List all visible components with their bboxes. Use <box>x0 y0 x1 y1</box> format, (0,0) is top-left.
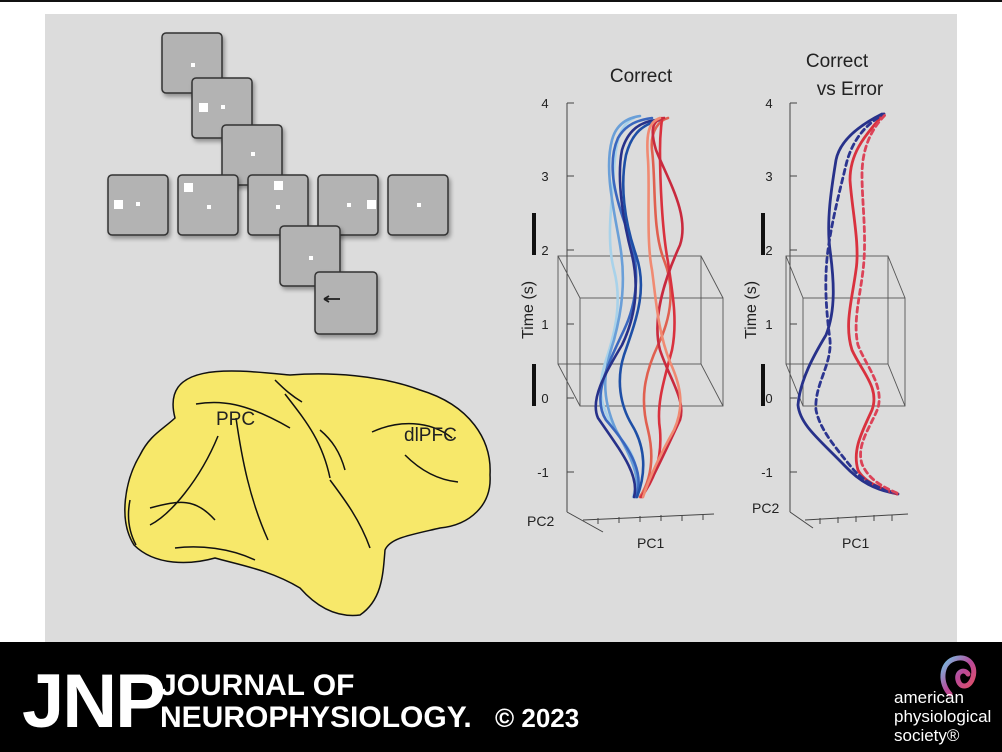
aps-loop-icon <box>940 655 977 697</box>
correct-red-trajectory <box>847 112 899 496</box>
test-marker <box>532 364 536 406</box>
ytick-0: 0 <box>765 391 772 406</box>
ylabel-time: Time (s) <box>520 281 537 339</box>
ytick-minus1: -1 <box>537 465 549 480</box>
ytick-2: 2 <box>541 243 548 258</box>
ytick-4: 4 <box>541 96 548 111</box>
plot-correct-vs-error: Correct vs Error 4 3 2 1 0 -1 Time (s) P… <box>743 51 909 551</box>
plot-title-correct: Correct <box>610 66 673 87</box>
brain-illustration: PPC dlPFC <box>124 370 491 617</box>
sample-marker <box>761 213 765 255</box>
saccade-screen <box>314 271 378 335</box>
correct-blue-trajectory <box>796 112 900 496</box>
xlabel-pc1: PC1 <box>637 535 664 551</box>
journal-footer: JNP JOURNAL OF NEUROPHYSIOLOGY. © 2023 <box>0 642 1002 752</box>
journal-name-line2: NEUROPHYSIOLOGY. <box>160 701 472 734</box>
top-rule <box>0 0 1002 2</box>
ytick-0: 0 <box>541 391 548 406</box>
epoch-box <box>785 255 906 407</box>
error-red-trajectory <box>854 112 899 495</box>
ytick-3: 3 <box>765 169 772 184</box>
society-name-line3: society® <box>894 726 960 745</box>
ytick-1: 1 <box>765 317 772 332</box>
ylabel-time: Time (s) <box>743 281 760 339</box>
epoch-box <box>557 255 724 407</box>
figure-artwork: PPC dlPFC Correct 4 3 2 1 0 -1 Time (s) … <box>107 32 909 617</box>
zlabel-pc2: PC2 <box>752 500 779 516</box>
trajectories-correct-vs-error <box>796 112 900 496</box>
society-name-line2: physiological <box>894 707 992 726</box>
ytick-2: 2 <box>765 243 772 258</box>
plot-title-line1: Correct <box>806 51 869 72</box>
ytick-3: 3 <box>541 169 548 184</box>
ytick-1: 1 <box>541 317 548 332</box>
trajectories-correct <box>594 114 684 499</box>
dlpfc-label: dlPFC <box>404 425 457 446</box>
sample-marker <box>532 213 536 255</box>
journal-name-line1: JOURNAL OF <box>160 669 355 702</box>
plot-title-line2: vs Error <box>817 79 884 100</box>
zlabel-pc2: PC2 <box>527 513 554 529</box>
ytick-minus1: -1 <box>761 465 773 480</box>
jnp-logo: JNP <box>22 659 166 744</box>
society-name-line1: american <box>894 688 964 707</box>
ppc-label: PPC <box>216 409 255 430</box>
xlabel-pc1: PC1 <box>842 535 869 551</box>
task-sequence-diagram <box>107 32 449 335</box>
copyright-notice: © 2023 <box>495 703 580 733</box>
ytick-4: 4 <box>765 96 772 111</box>
error-blue-trajectory <box>814 112 898 495</box>
plot-correct: Correct 4 3 2 1 0 -1 Time (s) PC2 PC1 <box>520 66 724 551</box>
test-marker <box>761 364 765 406</box>
